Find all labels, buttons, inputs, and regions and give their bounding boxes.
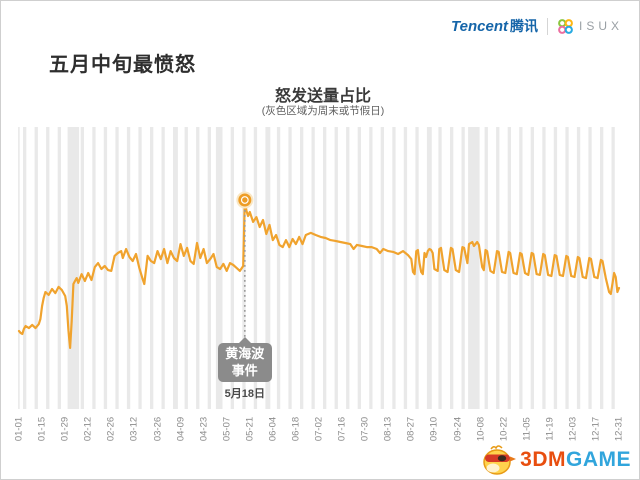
x-tick-label: 01-29 [59, 416, 71, 442]
weekend-holiday-band [276, 127, 281, 409]
weekend-holiday-band [67, 127, 80, 409]
x-tick-label: 12-31 [613, 416, 625, 442]
x-tick-label: 10-22 [498, 416, 510, 442]
weekend-holiday-band [611, 127, 615, 409]
x-tick-label: 10-08 [475, 416, 486, 442]
x-tick-label: 09-10 [428, 416, 440, 442]
x-tick-label: 06-18 [290, 416, 302, 442]
weekend-holiday-band [450, 127, 454, 409]
x-tick-label: 11-05 [521, 417, 533, 441]
x-tick-label: 05-07 [221, 416, 233, 442]
anger-ratio-line [17, 198, 621, 349]
weekend-holiday-band [588, 127, 592, 409]
weekend-holiday-band [265, 127, 271, 409]
3dmgame-logo: 3DM GAME [481, 444, 631, 476]
weekend-holiday-band [530, 127, 534, 409]
x-tick-label: 09-24 [452, 416, 463, 442]
x-tick-label: 11-19 [544, 417, 556, 441]
weekend-holiday-band [230, 127, 234, 409]
weekend-holiday-band [242, 127, 246, 409]
weekend-holiday-band [34, 127, 38, 409]
weekend-holiday-band [80, 127, 84, 409]
weekend-holiday-band [150, 127, 154, 409]
weekend-holiday-band [468, 127, 480, 409]
3dm-chick-mascot-icon [483, 445, 517, 475]
weekend-holiday-band [519, 127, 523, 409]
weekend-holiday-band [380, 127, 384, 409]
3dm-wordmark: 3DM [520, 448, 566, 471]
weekend-holiday-band [57, 127, 61, 409]
weekend-holiday-band [461, 127, 465, 409]
isux-flower-icon [558, 18, 573, 34]
x-tick-label: 07-02 [313, 416, 325, 442]
weekend-holiday-band [496, 127, 500, 409]
weekend-holiday-band [46, 127, 50, 409]
weekend-holiday-band [18, 127, 20, 409]
isux-wordmark: ISUX [578, 19, 623, 33]
x-tick-label: 07-16 [336, 416, 348, 442]
x-tick-label: 07-30 [359, 416, 371, 442]
weekend-holiday-band [357, 127, 361, 409]
weekend-holiday-band [565, 127, 569, 409]
x-tick-label: 08-27 [405, 416, 417, 442]
weekend-holiday-band [196, 127, 200, 409]
x-tick-label: 01-01 [13, 416, 25, 442]
annotation-text-line2: 事件 [231, 363, 258, 378]
weekend-holiday-band [323, 127, 327, 409]
weekend-holiday-band [507, 127, 511, 409]
tencent-wordmark: Tencent [451, 17, 508, 35]
weekend-holiday-band [426, 127, 432, 409]
x-tick-label: 02-26 [105, 416, 117, 442]
weekend-holiday-band [173, 127, 178, 409]
weekend-holiday-band [553, 127, 558, 409]
tencent-cn-wordmark: 腾讯 [509, 18, 538, 34]
x-tick-label: 08-13 [382, 416, 394, 442]
chart-subtitle: (灰色区域为周末或节假日) [261, 105, 385, 117]
weekend-holiday-band [23, 127, 27, 409]
x-tick-label: 03-12 [128, 416, 140, 442]
weekend-holiday-band [403, 127, 408, 409]
game-wordmark: GAME [566, 448, 631, 471]
x-tick-label: 12-03 [567, 416, 579, 442]
weekend-holiday-band [542, 127, 546, 409]
x-tick-label: 01-15 [36, 416, 48, 442]
weekend-holiday-band [253, 127, 258, 409]
weekend-holiday-band [126, 127, 131, 409]
x-tick-label: 02-12 [82, 416, 94, 442]
peak-marker-dot [242, 197, 248, 203]
weekend-holiday-band [576, 127, 581, 409]
weekend-holiday-band [346, 127, 350, 409]
weekend-holiday-band [300, 127, 304, 409]
weekend-holiday-band [288, 127, 292, 409]
weekend-holiday-band [438, 127, 442, 409]
weekend-holiday-band [161, 127, 165, 409]
page-title: 五月中旬最愤怒 [49, 54, 196, 77]
tencent-isux-logo: Tencent 腾讯 ISUX [451, 16, 623, 36]
weekend-holiday-band [207, 127, 211, 409]
weekend-holiday-band [184, 127, 188, 409]
logo-divider [546, 17, 548, 35]
x-tick-label: 12-17 [590, 416, 602, 442]
weekend-holiday-band [392, 127, 396, 409]
annotation-date-label: 5月18日 [224, 388, 265, 400]
weekend-holiday-band [484, 127, 488, 409]
annotation-text-line1: 黄海波 [225, 346, 265, 361]
chart-title: 怒发送量占比 [274, 88, 371, 105]
x-tick-label: 05-21 [244, 416, 256, 442]
x-tick-label: 04-09 [175, 416, 186, 442]
weekend-holiday-band [115, 127, 119, 409]
weekend-holiday-band [415, 127, 419, 409]
weekend-holiday-band [369, 127, 373, 409]
annotation-tooltip: 黄海波 事件 [217, 337, 272, 382]
x-tick-label: 03-26 [152, 416, 163, 442]
x-tick-label: 04-23 [198, 416, 210, 442]
x-tick-label: 06-04 [267, 416, 279, 442]
weekend-holiday-band [311, 127, 315, 409]
weekend-holiday-band [334, 127, 338, 409]
weekend-holiday-band [600, 127, 604, 409]
